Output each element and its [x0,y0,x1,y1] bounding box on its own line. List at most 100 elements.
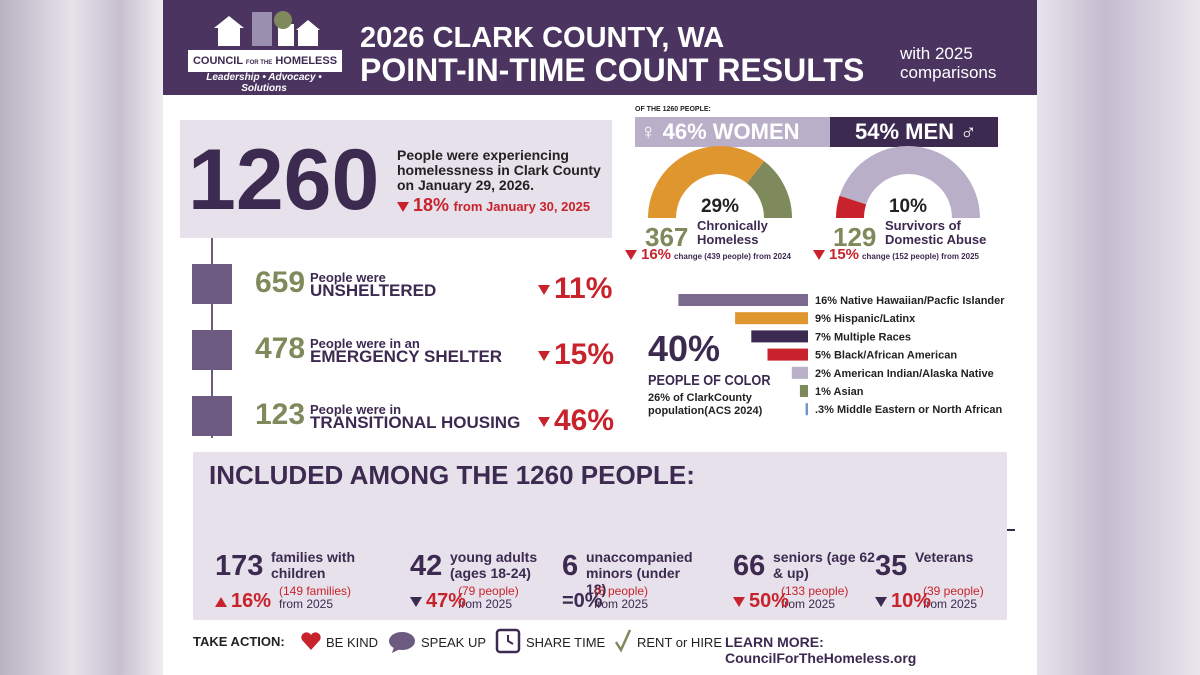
gauge-percent: 29% [700,196,740,217]
title: POINT-IN-TIME COUNT RESULTS [360,52,865,88]
race-label: 5% Black/African American [815,350,957,362]
group-since: from 2025 [458,597,513,611]
gauge-percent: 10% [888,196,928,217]
total-number: 1260 [188,132,380,228]
change-value: 15% [554,338,615,371]
arrow-down [625,249,637,260]
group-change: =0% [562,590,603,613]
footer: TAKE ACTION: BE KIND SPEAK UP SHARE TIME… [193,628,1007,666]
included-heading: INCLUDED AMONG THE 1260 PEOPLE: [209,460,695,490]
change-value: 50% [749,590,790,612]
group-label: families with children [271,549,356,581]
speech-icon [389,632,415,653]
take-action: TAKE ACTION: [193,634,285,649]
shelter-label-small: People were [310,270,386,285]
title: 2026 CLARK COUNTY, WA [360,22,725,54]
change-value: 18% [413,195,450,215]
logo-houses [214,11,320,46]
race-label: 2% American Indian/Alaska Native [815,368,994,380]
group-prior: (39 people) [923,584,984,598]
group-label: Veterans [915,549,974,565]
header: COUNCIL FOR THE HOMELESS Leadership • Ad… [163,0,1037,95]
change-value: 11% [554,272,613,305]
women-label: ♀ 46% WOMEN [640,119,800,144]
shelter-label-big: TRANSITIONAL HOUSING [310,413,521,432]
race-bar [791,366,808,379]
shelter-icon [192,396,232,436]
total-change: 18% from January 30, 2025 [397,195,590,216]
total-box: 1260 People were experiencing homelessne… [180,120,612,238]
logo: COUNCIL FOR THE HOMELESS Leadership • Ad… [188,8,342,94]
learn-more: LEARN MORE: CouncilForTheHomeless.org [725,634,917,666]
group-change: 16% [215,590,271,613]
group-prior: (149 families) [279,584,352,598]
group-number: 35 [875,550,908,582]
change-value: 47% [426,590,467,612]
group-number: 6 [562,550,579,582]
shelter-label-big: EMERGENCY SHELTER [310,347,503,366]
arrow-down [733,596,745,607]
change-value: 46% [554,404,615,437]
change-value: 16% [641,246,672,263]
poc-label: PEOPLE OF COLOR [648,372,771,389]
included-box: INCLUDED AMONG THE 1260 PEOPLE: [193,452,1007,620]
action: SHARE TIME [526,635,606,650]
gauge-rest [839,145,980,218]
group-since: from 2025 [594,597,649,611]
race-bar [799,385,808,397]
gauge-label: Survivors of Domestic Abuse [885,218,987,247]
group-label: unaccompanied minors (under 18) [586,549,693,597]
shelter-icon [192,264,232,304]
shelter-label-big: UNSHELTERED [310,281,437,300]
action: RENT or HIRE [637,635,722,650]
poc-note: 26% of ClarkCounty population(ACS 2024) [648,392,763,417]
poc-percent: 40% [648,328,721,369]
check-icon [614,629,632,653]
gauge-segment [746,161,792,218]
gauge-number: 129 [833,222,877,252]
shelter-number: 123 [255,398,306,431]
race-bar [678,294,808,306]
arrow-down [875,596,887,607]
group-prior: (79 people) [458,584,519,598]
logo-text: FOR THE [245,60,273,66]
arrow-down [397,201,409,212]
gauge-number: 367 [645,222,689,252]
arrow-down [410,596,422,607]
shelter-label-small: People were in [310,402,402,417]
change-value: =0% [562,590,603,612]
group-change: 47% [410,590,466,613]
change-note: change (152 people) from 2025 [862,252,979,261]
race-bar [805,403,808,416]
gauge-rest [648,145,765,218]
women-bar [635,117,830,147]
race-label: 16% Native Hawaiian/Pacfic Islander [815,295,1005,307]
action: BE KIND [326,635,379,650]
gender-heading: OF THE 1260 PEOPLE: [635,106,711,113]
arrow-up [215,596,227,607]
group-change: 10% [875,590,931,613]
shelter-change: 15% [538,338,614,372]
subtitle: with 2025 comparisons [900,44,997,82]
shelter-label-small: People were in an [310,336,420,351]
shelter-icon [192,330,232,370]
change-note: from January 30, 2025 [453,199,591,214]
gauge-change: 15% change (152 people) from 2025 [813,246,979,264]
action: SPEAK UP [421,635,487,650]
change-value: 16% [231,590,272,612]
race-bar [767,348,808,361]
race-bar [735,312,808,325]
logo-tagline: Leadership • Advocacy • Solutions [206,72,322,94]
race-label: 1% Asian [815,386,864,398]
logo-name: COUNCIL FOR THE HOMELESS [188,50,342,72]
group-number: 173 [215,550,264,582]
group-label: seniors (age 62 & up) [773,549,875,581]
logo-text: HOMELESS [275,55,338,67]
group-prior: (6 people) [594,584,649,598]
gauge-segment [836,195,867,218]
shelter-change: 11% [538,272,612,306]
arrow-down [538,285,550,296]
shelter-number: 659 [255,266,306,299]
group-since: from 2025 [923,597,978,611]
